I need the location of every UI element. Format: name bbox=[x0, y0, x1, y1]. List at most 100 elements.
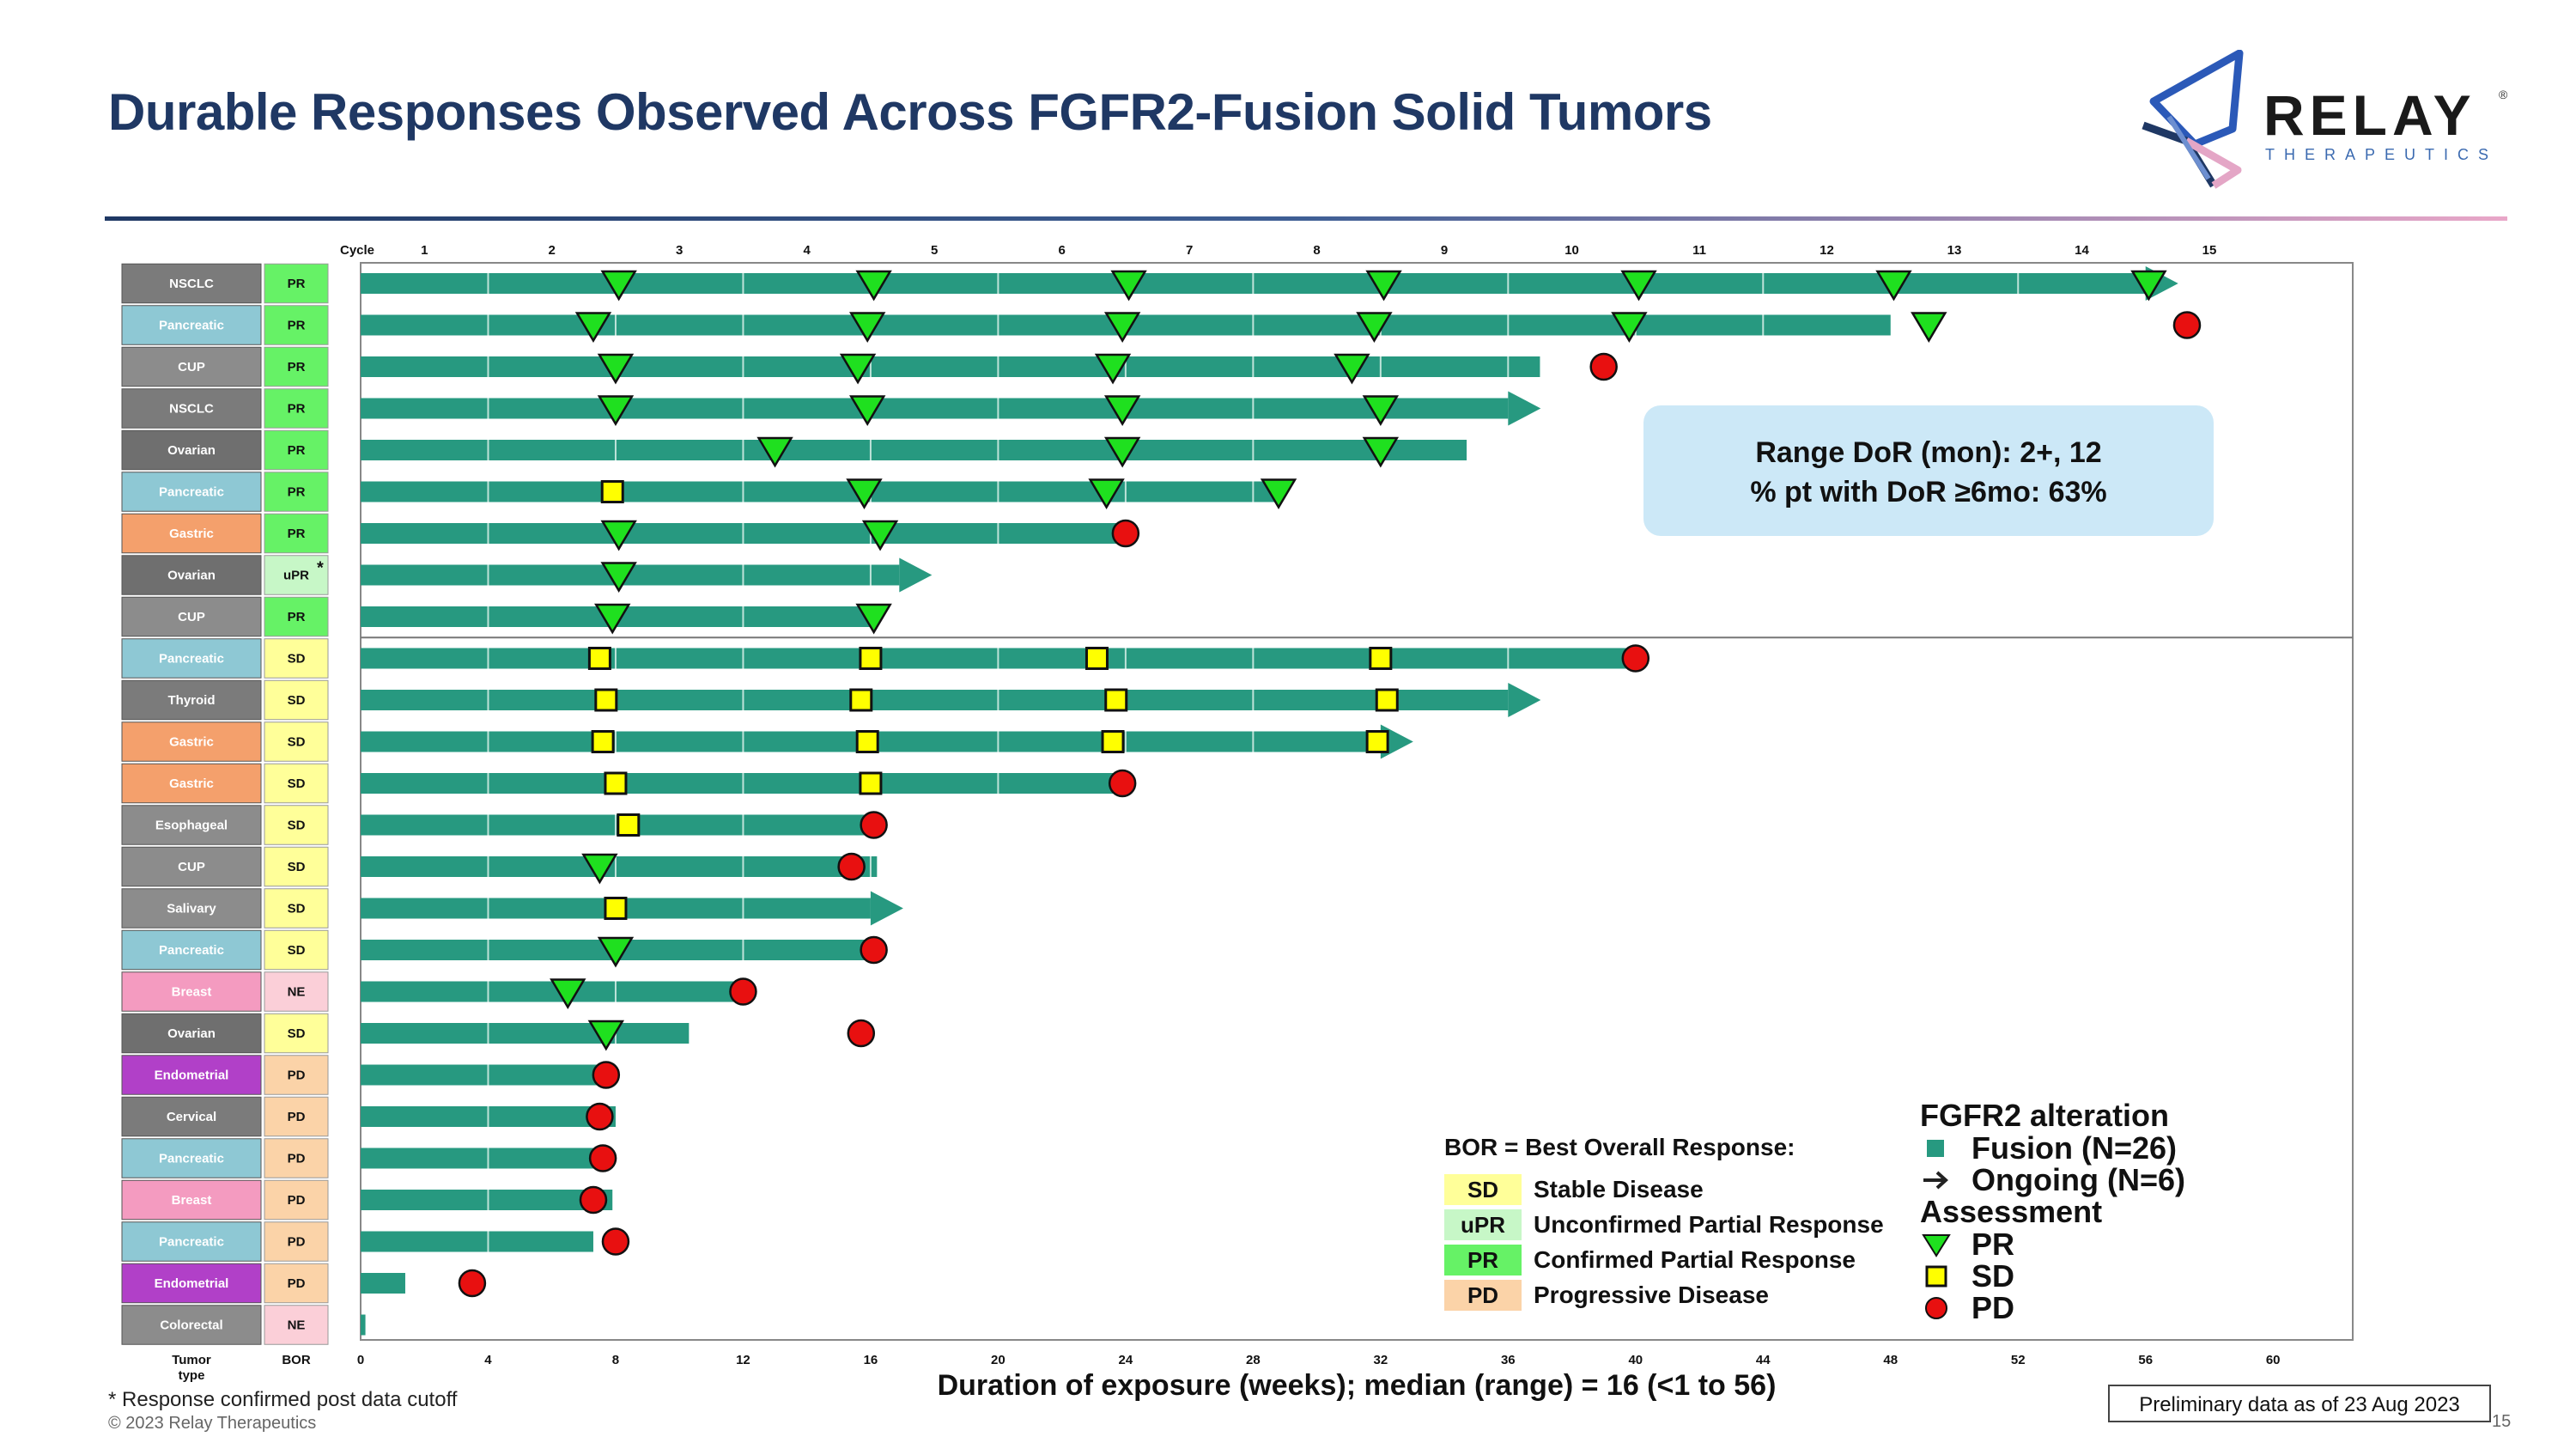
pr-marker bbox=[1362, 436, 1400, 468]
exposure-bar bbox=[361, 690, 1509, 710]
pr-marker bbox=[849, 312, 886, 343]
copyright: © 2023 Relay Therapeutics bbox=[108, 1414, 317, 1433]
bor-label: SD bbox=[288, 735, 306, 750]
pr-marker bbox=[1620, 270, 1657, 301]
x-axis-title: Duration of exposure (weeks); median (ra… bbox=[938, 1369, 1777, 1402]
tumor-type-cell bbox=[121, 1179, 262, 1221]
x-tick-label: 4 bbox=[484, 1353, 492, 1367]
assessment-legend-sd: SD bbox=[1920, 1260, 2185, 1292]
pd-marker bbox=[837, 852, 866, 881]
pr-marker bbox=[597, 936, 635, 968]
tumor-type-label: Breast bbox=[172, 1193, 212, 1208]
sd-marker bbox=[600, 480, 624, 503]
assessment-legend-pr: PR bbox=[1920, 1228, 2185, 1260]
fgfr2-legend-fusion-label: Fusion (N=26) bbox=[1971, 1130, 2178, 1166]
assessment-legend-pd: PD bbox=[1920, 1292, 2185, 1324]
sd-marker bbox=[604, 771, 628, 795]
bor-label: PR bbox=[288, 527, 306, 541]
x-tick-label: 20 bbox=[991, 1353, 1005, 1367]
assessment-legend-title: Assessment bbox=[1920, 1194, 2103, 1229]
bor-cell bbox=[264, 805, 329, 845]
bor-label: SD bbox=[288, 902, 306, 916]
bor-label: SD bbox=[288, 1026, 306, 1041]
tumor-type-cell bbox=[121, 1263, 262, 1304]
tumor-type-label: Gastric bbox=[169, 735, 214, 750]
ongoing-arrow bbox=[870, 891, 903, 926]
cycle-tick-label: 3 bbox=[676, 243, 683, 258]
logo-subtitle: THERAPEUTICS bbox=[2265, 146, 2499, 163]
bor-label: PR bbox=[288, 402, 306, 417]
tumor-type-cell bbox=[121, 888, 262, 928]
bor-legend: BOR = Best Overall Response: SD Stable D… bbox=[1444, 1134, 1884, 1312]
tumor-type-label: Gastric bbox=[169, 527, 214, 541]
bor-cell bbox=[264, 1055, 329, 1095]
bor-label: PR bbox=[288, 360, 306, 374]
relay-logo-mark-icon bbox=[2142, 49, 2244, 189]
bor-cell bbox=[264, 555, 329, 595]
tumor-type-cell bbox=[121, 763, 262, 804]
bor-legend-title: BOR = Best Overall Response: bbox=[1444, 1134, 1795, 1160]
tumor-type-cell bbox=[121, 721, 262, 762]
bor-label: SD bbox=[288, 693, 306, 708]
bor-cell bbox=[264, 1013, 329, 1054]
bor-label: SD bbox=[288, 943, 306, 958]
tumor-type-cell bbox=[121, 1013, 262, 1054]
sd-square-icon bbox=[1925, 1265, 1947, 1288]
tumor-type-label: Pancreatic bbox=[159, 1235, 224, 1250]
cycle-tick-label: 13 bbox=[1947, 243, 1962, 258]
x-tick-label: 24 bbox=[1119, 1353, 1133, 1367]
pd-marker bbox=[601, 1227, 630, 1256]
sd-marker bbox=[849, 688, 873, 712]
pr-marker bbox=[597, 395, 635, 426]
bor-note-asterisk: * bbox=[317, 559, 324, 578]
bor-legend-code: uPR bbox=[1444, 1209, 1522, 1240]
sd-marker bbox=[1369, 647, 1393, 670]
x-tick-label: 36 bbox=[1501, 1353, 1516, 1367]
exposure-bar bbox=[361, 981, 744, 1002]
pr-marker bbox=[2130, 270, 2167, 301]
tumor-type-label: Pancreatic bbox=[159, 485, 224, 500]
pr-marker bbox=[550, 978, 586, 1009]
cycle-tick-label: 6 bbox=[1058, 243, 1065, 258]
pd-marker bbox=[579, 1185, 608, 1215]
pr-marker bbox=[839, 353, 877, 385]
cycle-tick-label: 1 bbox=[421, 243, 428, 258]
exposure-bar bbox=[361, 856, 878, 877]
exposure-bar bbox=[361, 1231, 593, 1252]
pr-marker bbox=[1103, 395, 1141, 426]
exposure-bar bbox=[361, 1314, 366, 1336]
cycle-tick-label: 4 bbox=[804, 243, 811, 258]
logo-wordmark: RELAY bbox=[2263, 83, 2476, 147]
bor-legend-item: PR Confirmed Partial Response bbox=[1444, 1242, 1884, 1277]
fgfr2-legend-fusion: Fusion (N=26) bbox=[1920, 1132, 2185, 1164]
page-number: 15 bbox=[2492, 1412, 2512, 1431]
pr-marker bbox=[600, 520, 637, 551]
tumor-type-label: Pancreatic bbox=[159, 943, 224, 958]
x-tick-label: 44 bbox=[1756, 1353, 1771, 1367]
bor-cell bbox=[264, 1305, 329, 1345]
tumor-type-label: Colorectal bbox=[160, 1318, 222, 1333]
pr-marker bbox=[1911, 312, 1947, 343]
pd-marker bbox=[458, 1269, 487, 1298]
bor-label: SD bbox=[288, 776, 306, 791]
bor-cell bbox=[264, 888, 329, 928]
bor-label: PR bbox=[288, 443, 306, 458]
tumor-type-label: Gastric bbox=[169, 776, 214, 791]
tumor-type-label: Ovarian bbox=[167, 569, 216, 583]
bor-cell bbox=[264, 1138, 329, 1178]
tumor-type-label: Salivary bbox=[167, 902, 216, 916]
pd-circle-icon bbox=[1925, 1297, 1947, 1319]
sd-marker bbox=[1084, 647, 1109, 670]
bor-label: PR bbox=[288, 277, 306, 291]
pr-marker bbox=[600, 562, 637, 593]
pd-marker bbox=[860, 811, 888, 839]
tumor-type-label: CUP bbox=[178, 860, 205, 874]
preliminary-data-note: Preliminary data as of 23 Aug 2023 bbox=[2108, 1385, 2491, 1422]
sd-marker bbox=[1375, 688, 1399, 712]
exposure-bar bbox=[361, 1064, 610, 1086]
bor-cell bbox=[264, 1263, 329, 1304]
cycle-tick-label: 11 bbox=[1692, 243, 1706, 258]
title-divider bbox=[105, 216, 2507, 221]
bor-cell bbox=[264, 846, 329, 887]
tumor-type-label: CUP bbox=[178, 360, 205, 374]
